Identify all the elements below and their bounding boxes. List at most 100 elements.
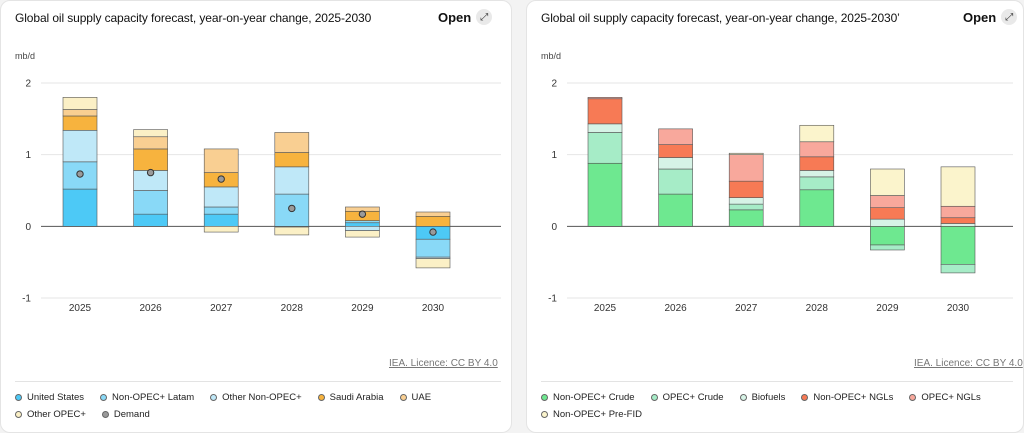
legend-item[interactable]: Non-OPEC+ Latam <box>100 392 194 403</box>
bar-segment <box>62 109 98 117</box>
legend-swatch-icon <box>210 394 218 401</box>
bar-segment <box>345 226 380 231</box>
bar-segment <box>133 136 168 150</box>
legend-swatch-icon <box>909 394 917 401</box>
legend-item[interactable]: Non-OPEC+ Pre-FID <box>541 409 642 420</box>
bar-segment <box>940 217 976 224</box>
bar-segment <box>940 205 976 219</box>
x-tick-label: 2028 <box>806 303 829 314</box>
demand-point <box>76 170 84 178</box>
open-label: Open <box>438 9 472 25</box>
stacked-bar-chart: 2 1 0 -1 2025 2026 2027 2028 2029 2030 <box>548 79 1013 314</box>
bar-segment <box>203 226 239 233</box>
bar-segment <box>870 168 905 196</box>
x-tick-label: 2028 <box>281 303 304 314</box>
bar-segment <box>658 144 693 158</box>
legend-label: Other Non-OPEC+ <box>222 392 302 403</box>
divider <box>15 381 501 382</box>
bar-segment <box>940 226 976 265</box>
legend-item[interactable]: Non-OPEC+ Crude <box>541 392 635 403</box>
legend: United States Non-OPEC+ Latam Other Non-OP… <box>15 392 485 420</box>
legend-item[interactable]: UAE <box>399 392 431 403</box>
bar-segment <box>274 152 310 168</box>
legend-label: Demand <box>113 409 150 420</box>
bar-segment <box>940 223 976 227</box>
demand-point <box>146 168 155 177</box>
legend-label: Non-OPEC+ Crude <box>553 392 635 403</box>
source-link[interactable]: IEA. Licence: CC BY 4.0 <box>914 358 1023 369</box>
y-tick-label: 2 <box>551 79 557 90</box>
legend-item[interactable]: Other Non-OPEC+ <box>210 392 302 403</box>
bar-segment <box>799 124 835 143</box>
legend-label: Other OPEC+ <box>27 409 86 420</box>
legend-item[interactable]: Biofuels <box>739 392 786 403</box>
legend-swatch-icon <box>317 394 325 401</box>
legend-item[interactable]: Other OPEC+ <box>15 409 86 420</box>
bar-segment <box>62 115 98 131</box>
legend-item[interactable]: OPEC+ NGLs <box>909 392 981 403</box>
legend-swatch-icon <box>101 411 109 418</box>
bar-segment <box>940 166 976 207</box>
bar-segment <box>658 157 693 170</box>
bar-segment <box>62 188 98 227</box>
bar-segment <box>587 162 623 227</box>
chart-card-supply-by-type: Global oil supply capacity forecast, yea… <box>526 0 1024 433</box>
x-tick-label: 2030 <box>947 303 970 314</box>
legend-item[interactable]: Non-OPEC+ NGLs <box>801 392 893 403</box>
legend-label: United States <box>27 392 85 403</box>
legend-swatch-icon <box>541 411 548 418</box>
bar-segment <box>133 148 168 171</box>
x-tick-label: 2026 <box>139 303 162 314</box>
chart-card-supply-by-region: Global oil supply capacity forecast, yea… <box>0 0 512 433</box>
bar-segment <box>799 176 835 191</box>
bar-segment <box>658 128 693 145</box>
legend: Non-OPEC+ Crude OPEC+ Crude Biofuels Non-OP… <box>541 392 1011 420</box>
chart-title: Global oil supply capacity forecast, yea… <box>541 11 900 25</box>
bar-segment <box>728 180 764 198</box>
y-tick-label: 1 <box>25 150 31 161</box>
legend-label: Saudi Arabia <box>329 392 384 403</box>
open-button[interactable]: Open ⤢ <box>438 9 493 25</box>
bar-segment <box>133 213 168 227</box>
demand-point <box>429 228 437 236</box>
legend-swatch-icon <box>100 394 108 401</box>
y-axis-unit: mb/d <box>15 51 36 61</box>
bar-segment <box>133 129 168 138</box>
y-tick-label: 0 <box>25 222 31 233</box>
bar-segment <box>728 209 764 227</box>
bar-segment <box>870 218 905 227</box>
expand-icon: ⤢ <box>476 9 493 25</box>
bar-segment <box>415 258 451 269</box>
open-label: Open <box>963 9 997 25</box>
bar-segment <box>870 244 905 251</box>
legend-item[interactable]: OPEC+ Crude <box>650 392 724 403</box>
source-link[interactable]: IEA. Licence: CC BY 4.0 <box>389 358 498 369</box>
y-tick-label: -1 <box>22 294 31 305</box>
x-tick-label: 2025 <box>69 303 92 314</box>
x-tick-label: 2030 <box>422 303 445 314</box>
x-tick-label: 2029 <box>351 303 374 314</box>
bar-segment <box>415 216 451 227</box>
legend-item[interactable]: United States <box>15 392 84 403</box>
bar-segment <box>345 230 380 238</box>
legend-swatch-icon <box>399 394 407 401</box>
legend-swatch-icon <box>541 394 548 401</box>
legend-item[interactable]: Demand <box>101 409 150 420</box>
bar-segment <box>799 189 835 227</box>
demand-point <box>358 210 367 218</box>
legend-label: Biofuels <box>751 392 786 403</box>
legend-label: Non-OPEC+ NGLs <box>813 392 894 403</box>
legend-label: Non-OPEC+ Latam <box>112 392 195 403</box>
open-button[interactable]: Open ⤢ <box>963 9 1018 25</box>
x-tick-label: 2025 <box>594 303 617 314</box>
legend-item[interactable]: Saudi Arabia <box>317 392 384 403</box>
x-tick-label: 2027 <box>210 303 233 314</box>
legend-swatch-icon <box>739 394 747 401</box>
y-tick-label: -1 <box>548 294 557 305</box>
bar-segment <box>587 98 623 125</box>
bar-segment <box>587 132 623 164</box>
bar-segment <box>133 190 168 215</box>
divider <box>541 381 1013 382</box>
bar-segment <box>415 211 451 217</box>
bar-segment <box>587 97 623 100</box>
